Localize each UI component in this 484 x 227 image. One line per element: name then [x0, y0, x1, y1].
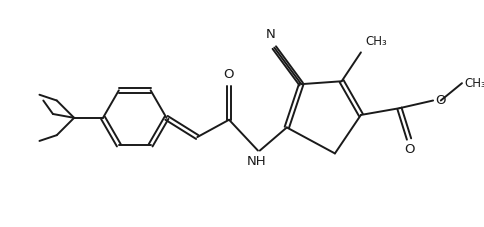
Text: O: O	[222, 68, 233, 81]
Text: O: O	[404, 143, 414, 156]
Text: N: N	[265, 28, 275, 41]
Text: O: O	[434, 94, 445, 107]
Text: CH₃: CH₃	[365, 35, 387, 48]
Text: NH: NH	[247, 155, 266, 168]
Text: CH₃: CH₃	[463, 77, 484, 90]
